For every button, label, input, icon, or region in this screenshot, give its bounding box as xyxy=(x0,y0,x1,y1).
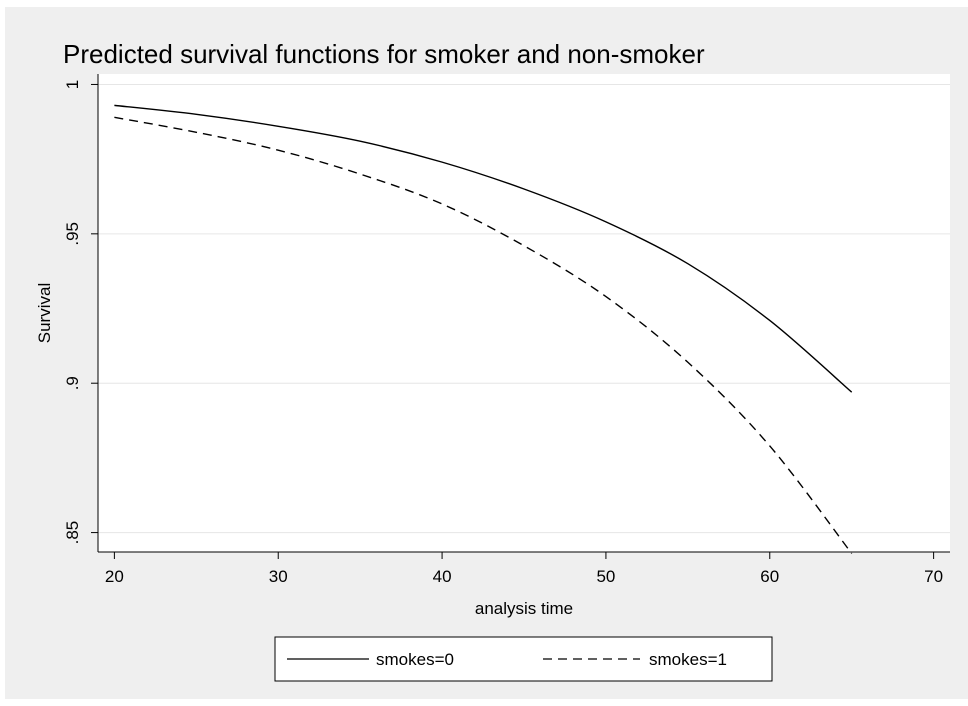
y-tick-label-0: .85 xyxy=(63,521,82,545)
series-line-smokes-1 xyxy=(114,116,853,554)
plot-area xyxy=(98,74,950,552)
series-line-smokes-0 xyxy=(114,104,853,393)
series-lines xyxy=(114,104,853,554)
legend-label-smokes-1: smokes=1 xyxy=(649,650,727,669)
legend-label-smokes-0: smokes=0 xyxy=(376,650,454,669)
axes: 20 30 40 50 60 70 .85 .9 .95 1 xyxy=(63,74,950,586)
x-tick-label-1: 30 xyxy=(269,567,288,586)
grid-lines xyxy=(98,83,950,534)
chart-title: Predicted survival functions for smoker … xyxy=(63,39,705,69)
y-tick-label-2: .95 xyxy=(63,222,82,246)
y-tick-label-1: .9 xyxy=(63,376,82,390)
y-axis-label: Survival xyxy=(35,283,54,343)
x-tick-label-5: 70 xyxy=(924,567,943,586)
x-axis-label: analysis time xyxy=(475,599,573,618)
y-tick-label-3: 1 xyxy=(63,80,82,89)
x-tick-label-4: 60 xyxy=(760,567,779,586)
x-tick-label-2: 40 xyxy=(433,567,452,586)
legend: smokes=0 smokes=1 xyxy=(274,636,773,682)
x-tick-label-3: 50 xyxy=(596,567,615,586)
x-tick-label-0: 20 xyxy=(105,567,124,586)
